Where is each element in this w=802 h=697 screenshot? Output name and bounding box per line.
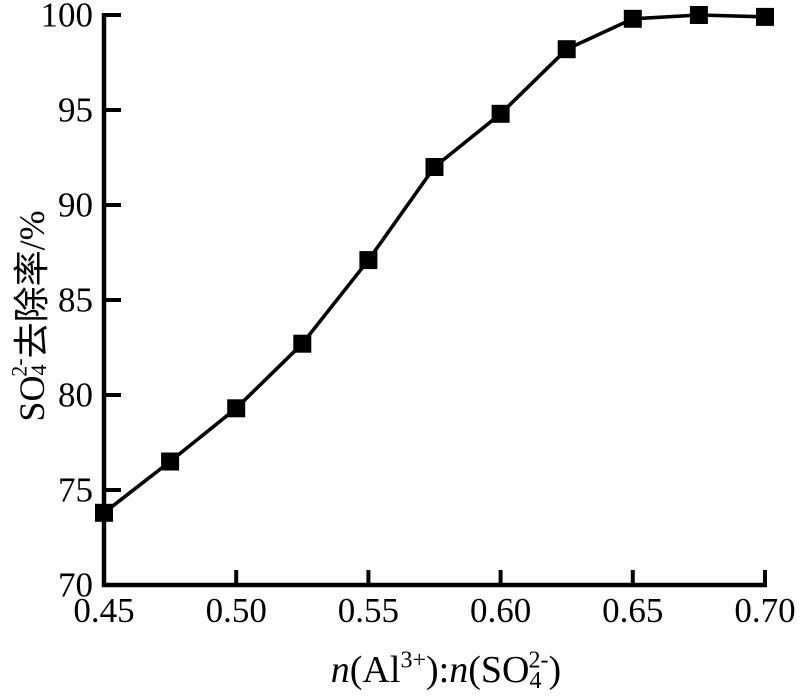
- x-tick-label: 0.50: [206, 591, 267, 630]
- data-line: [102, 13, 766, 515]
- data-point-marker: [95, 503, 113, 522]
- x-tick-label: 0.65: [602, 591, 663, 630]
- data-point-marker: [425, 158, 444, 176]
- y-tick-label: 70: [58, 566, 93, 605]
- data-point-marker: [161, 452, 180, 471]
- data-point-marker: [359, 251, 378, 270]
- x-tick-label: 0.45: [73, 591, 134, 630]
- y-tick-label: 100: [41, 0, 94, 35]
- data-point-marker: [756, 7, 774, 26]
- y-tick-label: 85: [58, 281, 93, 320]
- data-point-marker: [227, 399, 246, 418]
- data-point-marker: [557, 40, 576, 59]
- x-tick-label: 0.60: [470, 591, 531, 630]
- y-tick-label: 75: [58, 471, 93, 510]
- x-tick-label: 0.55: [338, 591, 399, 630]
- data-point-marker: [293, 334, 312, 353]
- data-point-marker: [491, 104, 510, 123]
- x-tick-label: 0.70: [734, 591, 795, 630]
- y-tick-label: 90: [58, 186, 93, 225]
- data-point-marker: [623, 9, 642, 28]
- y-tick-label: 95: [58, 91, 93, 130]
- y-tick-label: 80: [58, 376, 93, 415]
- y-axis-label: SO42-去除率/%: [6, 210, 52, 421]
- data-point-marker: [689, 6, 708, 24]
- x-axis-label: n(Al3+):n(SO42-): [331, 648, 561, 695]
- axes-spines: [101, 13, 767, 588]
